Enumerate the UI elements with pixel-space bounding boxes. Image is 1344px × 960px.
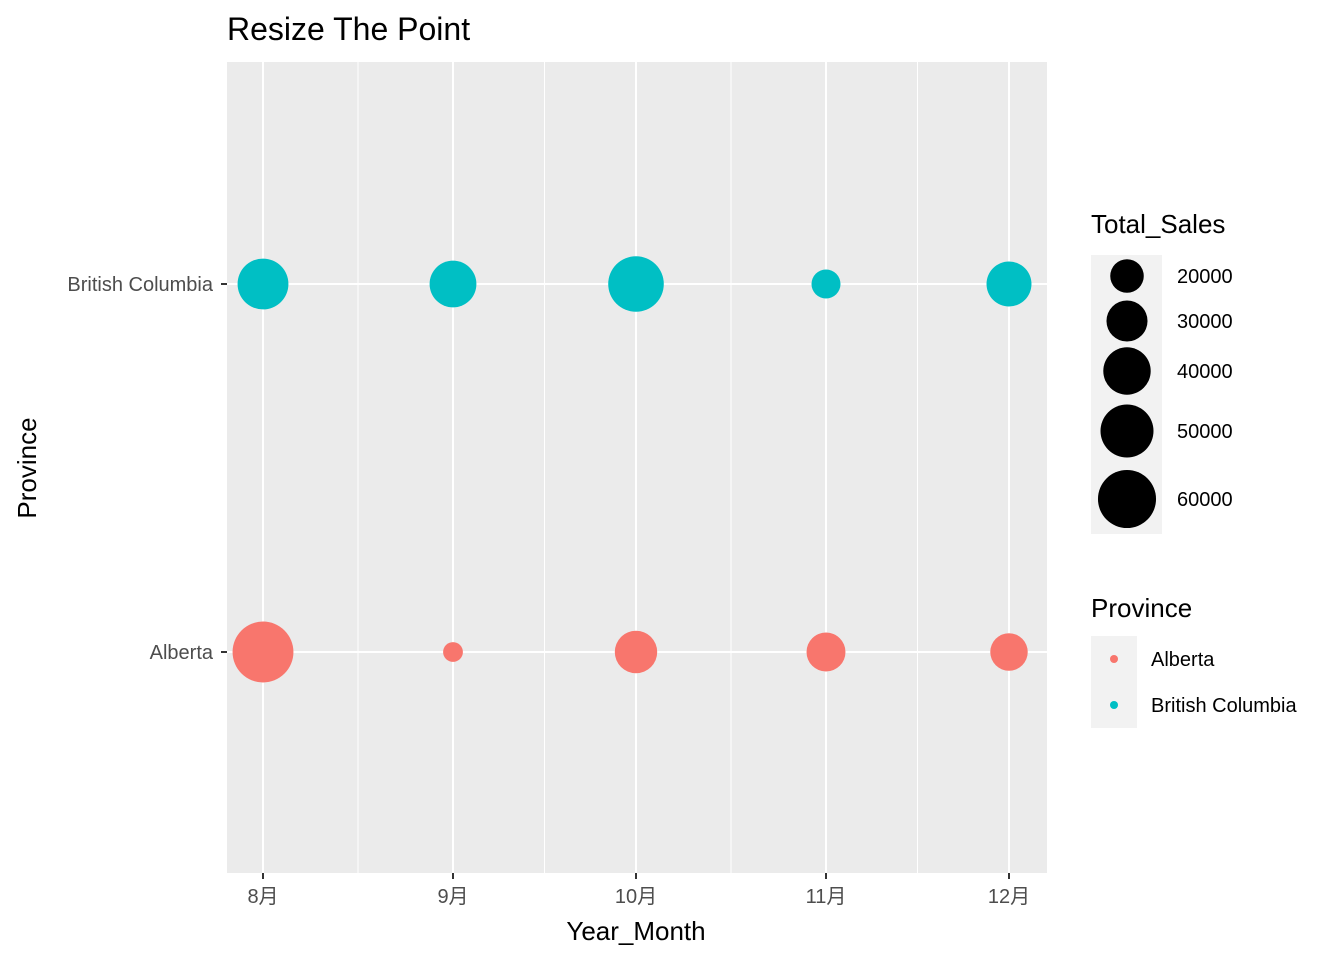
color-legend: Province Alberta British Columbia [1091, 593, 1297, 728]
x-tick-label: 8月 [247, 886, 278, 908]
y-tick-label: British Columbia [67, 274, 213, 296]
color-legend-label: Alberta [1151, 649, 1215, 671]
points-layer [232, 256, 1032, 683]
data-point [232, 621, 294, 683]
color-legend-title: Province [1091, 593, 1192, 623]
data-point [806, 632, 846, 672]
data-point [429, 260, 477, 308]
size-legend-key [1103, 347, 1151, 395]
x-tick-label: 11月 [806, 886, 847, 908]
size-legend-label: 40000 [1177, 361, 1233, 383]
size-legend-label: 50000 [1177, 421, 1233, 443]
x-tick-label: 12月 [988, 886, 1030, 908]
y-tick-label: Alberta [150, 642, 214, 664]
data-point [608, 256, 664, 312]
size-legend-label: 60000 [1177, 489, 1233, 511]
data-point [986, 261, 1032, 307]
color-legend-key [1110, 701, 1118, 709]
y-axis-ticks: Alberta British Columbia [67, 274, 227, 664]
data-point [237, 258, 289, 310]
x-tick-label: 9月 [437, 886, 468, 908]
chart-title: Resize The Point [227, 11, 470, 47]
color-legend-label: British Columbia [1151, 695, 1297, 717]
data-point [811, 269, 841, 299]
data-point [990, 633, 1028, 671]
plot-panel [227, 62, 1047, 873]
size-legend-label: 20000 [1177, 266, 1233, 288]
x-axis-title: Year_Month [566, 916, 705, 946]
size-legend-key [1106, 300, 1148, 342]
x-axis-ticks: 8月 9月 10月 11月 12月 [247, 873, 1030, 908]
size-legend-key [1110, 259, 1144, 293]
size-legend-title: Total_Sales [1091, 209, 1225, 239]
size-legend-key [1100, 404, 1154, 458]
size-legend-label: 30000 [1177, 311, 1233, 333]
color-legend-key-background [1091, 636, 1137, 728]
data-point [443, 642, 463, 662]
color-legend-key [1110, 655, 1118, 663]
x-tick-label: 10月 [615, 886, 657, 908]
data-point [614, 630, 658, 674]
y-axis-title: Province [12, 417, 42, 518]
size-legend: Total_Sales 20000 30000 40000 50000 60000 [1091, 209, 1233, 534]
size-legend-key [1097, 469, 1157, 529]
